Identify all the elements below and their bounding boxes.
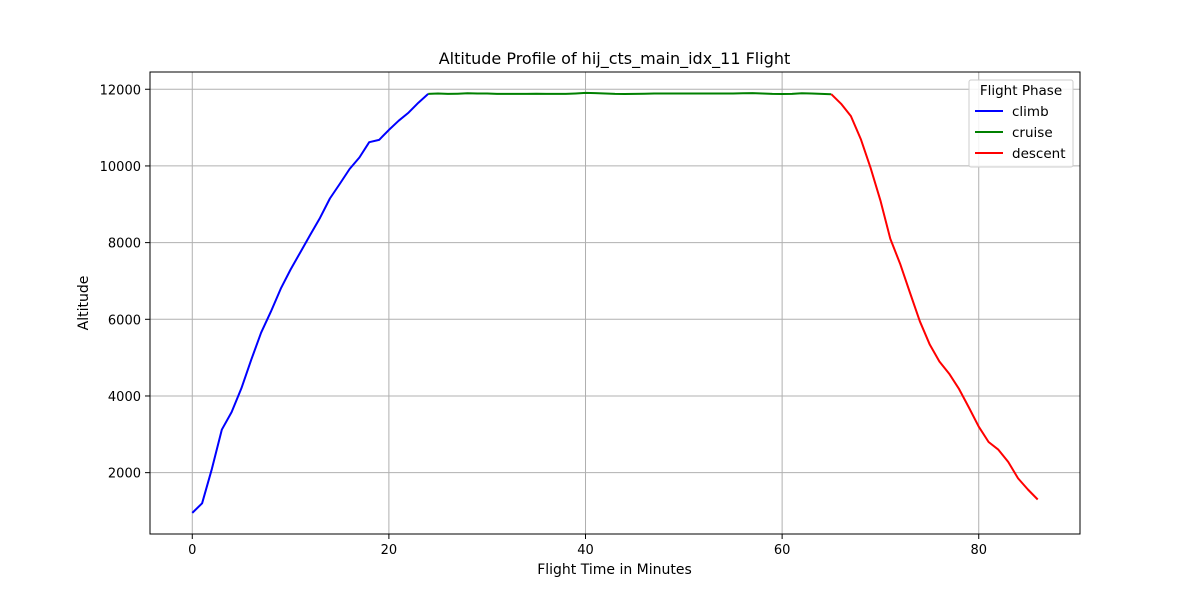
y-tick-label: 10000 [100, 160, 141, 175]
series-line-descent [830, 93, 1039, 501]
x-axis-label: Flight Time in Minutes [537, 562, 692, 578]
y-tick-label: 12000 [100, 83, 141, 98]
grid-lines [150, 72, 1080, 534]
x-tick-label: 60 [774, 543, 791, 558]
legend-label-descent: descent [1012, 146, 1066, 162]
x-tick-label: 0 [188, 543, 196, 558]
series-line-climb [191, 93, 429, 514]
y-tick-label: 8000 [108, 237, 141, 252]
y-tick-label: 4000 [108, 390, 141, 405]
legend-label-cruise: cruise [1012, 125, 1053, 141]
legend-title: Flight Phase [980, 83, 1062, 99]
legend-label-climb: climb [1012, 104, 1049, 120]
axis-ticks: 0 20 40 60 80 2000 4000 6000 8000 10000 12000 [100, 83, 987, 558]
y-tick-label: 2000 [108, 467, 141, 482]
x-tick-label: 80 [970, 543, 987, 558]
legend-box [968, 79, 1074, 168]
x-tick-label: 40 [577, 543, 594, 558]
y-tick-label: 6000 [108, 313, 141, 328]
legend: Flight Phase climb cruise descent [968, 79, 1074, 168]
chart-title: Altitude Profile of hij_cts_main_idx_11 … [439, 49, 791, 69]
y-axis-label: Altitude [76, 276, 92, 331]
series-line-cruise [428, 91, 832, 96]
series-lines [191, 91, 1039, 514]
plot-frame [149, 71, 1081, 535]
x-tick-label: 20 [381, 543, 398, 558]
